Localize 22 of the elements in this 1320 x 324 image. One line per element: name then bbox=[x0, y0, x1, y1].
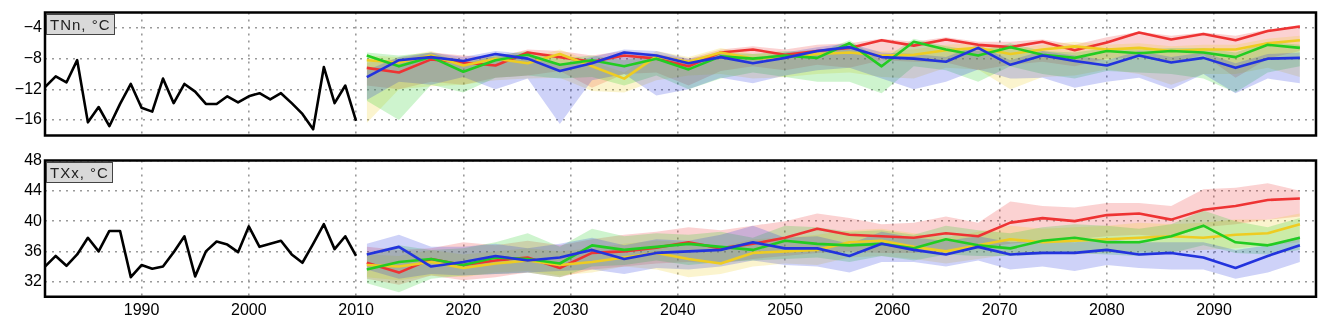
y-tick-label: 40 bbox=[24, 211, 43, 229]
x-tick-label: 2050 bbox=[767, 300, 803, 318]
x-tick-label: 2040 bbox=[660, 300, 696, 318]
x-tick-label: 2020 bbox=[445, 300, 482, 318]
y-tick-label: 32 bbox=[24, 272, 43, 290]
x-tick-label: 1990 bbox=[123, 300, 160, 318]
y-tick-label: −12 bbox=[14, 79, 43, 97]
x-tick-label: 2080 bbox=[1089, 300, 1125, 318]
y-tick-label: 44 bbox=[24, 181, 43, 199]
y-tick-label: −16 bbox=[14, 110, 43, 128]
x-tick-label: 2010 bbox=[338, 300, 374, 318]
y-tick-label: 48 bbox=[24, 151, 43, 169]
x-tick-label: 2060 bbox=[874, 300, 911, 318]
x-tick-label: 2070 bbox=[981, 300, 1018, 318]
y-tick-label: −4 bbox=[23, 18, 43, 36]
chart-title: TXx, °C bbox=[46, 161, 113, 183]
chart-title: TNn, °C bbox=[46, 13, 115, 35]
x-tick-label: 2000 bbox=[230, 300, 267, 318]
y-tick-label: 36 bbox=[24, 241, 43, 259]
y-tick-label: −8 bbox=[23, 49, 43, 67]
x-tick-label: 2090 bbox=[1196, 300, 1232, 318]
x-tick-label: 2030 bbox=[552, 300, 589, 318]
